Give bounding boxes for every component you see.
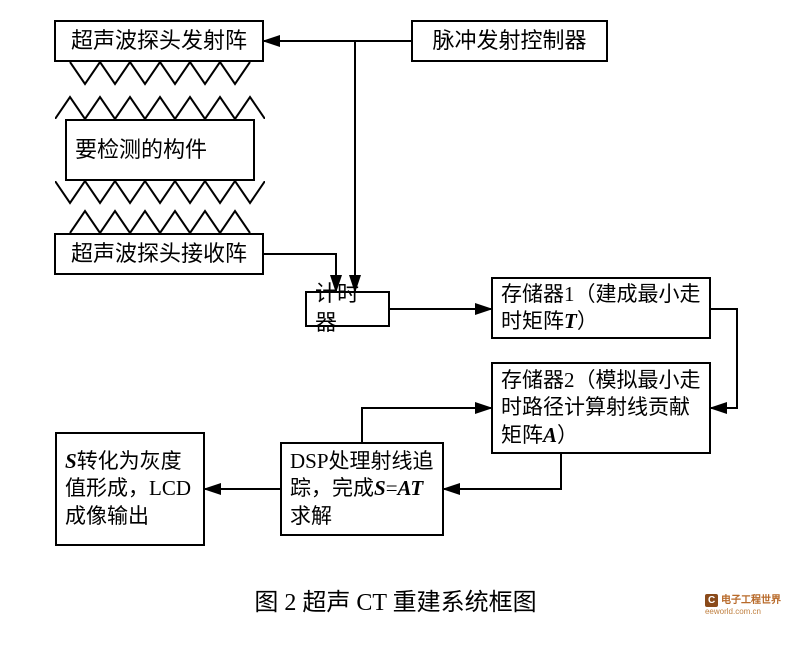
figure-caption: 图 2 超声 CT 重建系统框图 — [0, 582, 791, 617]
watermark: C 电子工程世界 eeworld.com.cn — [705, 591, 781, 617]
diagram-canvas: 超声波探头发射阵 脉冲发射控制器 要检测的构件 超声波探头接收阵 计时器 存储器… — [0, 0, 791, 645]
node-label: S转化为灰度值形成，LCD成像输出 — [65, 448, 195, 530]
node-pulse-controller: 脉冲发射控制器 — [411, 20, 608, 62]
node-label: 脉冲发射控制器 — [432, 27, 586, 56]
node-dsp: DSP处理射线追踪，完成S=AT求解 — [280, 442, 444, 536]
node-component: 要检测的构件 — [65, 119, 255, 181]
node-label: 存储器2（模拟最小走时路径计算射线贡献矩阵A） — [501, 367, 701, 449]
node-receiver: 超声波探头接收阵 — [54, 233, 264, 275]
node-label: 计时器 — [315, 280, 380, 337]
node-memory2: 存储器2（模拟最小走时路径计算射线贡献矩阵A） — [491, 362, 711, 454]
node-transmitter: 超声波探头发射阵 — [54, 20, 264, 62]
zigzag-upper — [55, 62, 265, 119]
node-label: 超声波探头发射阵 — [71, 27, 247, 56]
node-label: 要检测的构件 — [75, 136, 207, 165]
node-timer: 计时器 — [305, 291, 390, 327]
node-label: 超声波探头接收阵 — [71, 240, 247, 269]
node-label: DSP处理射线追踪，完成S=AT求解 — [290, 448, 434, 530]
zigzag-lower — [55, 181, 265, 233]
node-label: 存储器1（建成最小走时矩阵T） — [501, 281, 701, 336]
node-memory1: 存储器1（建成最小走时矩阵T） — [491, 277, 711, 339]
node-output: S转化为灰度值形成，LCD成像输出 — [55, 432, 205, 546]
